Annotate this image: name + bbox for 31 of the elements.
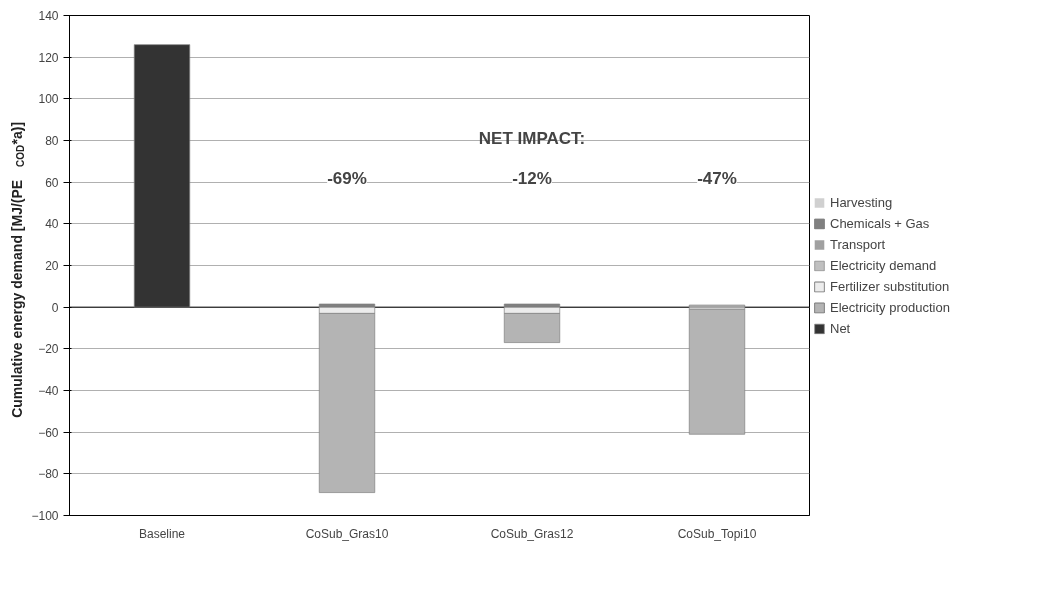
annotation: NET IMPACT:	[478, 128, 586, 148]
y-tick-label: 60	[45, 175, 59, 190]
y-tick-label: −40	[38, 384, 59, 398]
bar	[133, 44, 191, 308]
y-tick-label: 0	[51, 300, 59, 315]
y-tick-label: −20	[38, 342, 59, 357]
annotation: -69%	[327, 168, 367, 188]
legend-label: Harvesting	[830, 194, 893, 210]
y-tick-label: −60	[38, 425, 59, 440]
legend-label: Electricity demand	[830, 257, 937, 273]
x-tick-label: CoSub_Gras12	[490, 526, 574, 541]
y-tick-label: 80	[45, 134, 59, 148]
x-tick-label: CoSub_Topi10	[677, 526, 757, 541]
y-tick-label: 20	[45, 259, 59, 273]
legend-label: Chemicals + Gas	[830, 215, 930, 231]
annotation: -12%	[512, 168, 552, 188]
y-tick-label: 40	[45, 217, 59, 232]
y-axis-title: Cumulative energy demand [MJ/(PECOD*a)]	[8, 121, 27, 418]
y-tick-label: 120	[38, 50, 59, 65]
legend-label: Net	[830, 320, 851, 336]
annotation: -47%	[697, 168, 737, 188]
x-tick-label: Baseline	[138, 526, 186, 541]
y-tick-label: −100	[31, 509, 59, 523]
y-tick-label: −80	[38, 467, 59, 482]
bar	[688, 308, 746, 435]
y-tick-label: 100	[38, 92, 59, 107]
legend-label: Fertilizer substitution	[830, 278, 950, 294]
legend-label: Electricity production	[830, 299, 950, 315]
x-tick-label: CoSub_Gras10	[305, 526, 389, 541]
y-tick-label: 140	[38, 9, 59, 23]
legend-label: Transport	[830, 236, 886, 252]
